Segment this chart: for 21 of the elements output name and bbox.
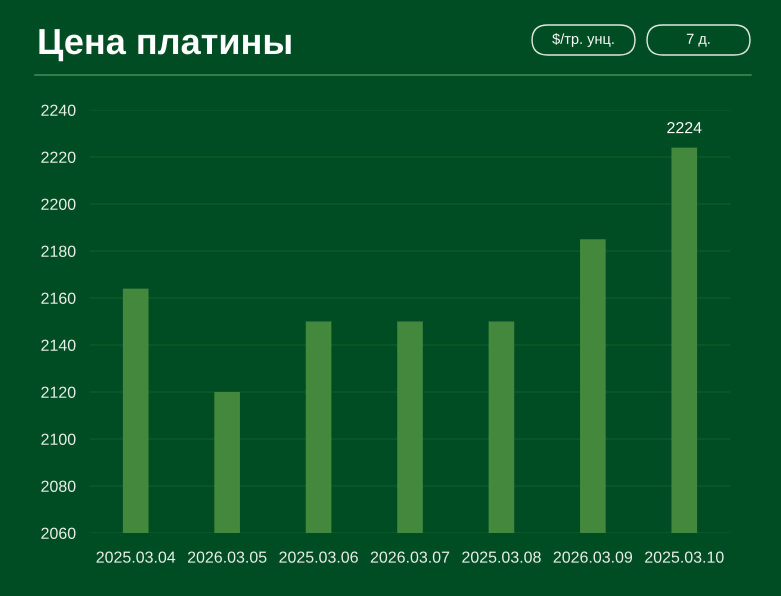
data-label: 2224 (667, 122, 702, 134)
text: $/тр. унц. (552, 33, 614, 47)
y-tick-label: 2180 (41, 246, 76, 257)
y-tick-label: 2060 (41, 528, 76, 539)
y-tick-label: 2080 (41, 480, 76, 492)
x-tick-label: 2025.03.10 (645, 551, 724, 563)
y-tick-label: 2160 (41, 292, 76, 304)
y-tick-label: 2120 (41, 386, 76, 398)
y-tick-label: 2200 (41, 198, 76, 210)
x-tick-label: 2026.03.09 (554, 551, 632, 563)
x-tick-label: 2025.03.08 (462, 551, 541, 563)
text: 7 д. (686, 34, 710, 47)
x-tick-label: 2025.03.06 (279, 551, 358, 563)
x-tick-label: 2025.03.04 (96, 551, 176, 563)
y-tick-label: 2220 (41, 152, 76, 163)
chart-title: Цена платины (39, 29, 291, 62)
x-tick-label: 2026.03.05 (188, 551, 266, 563)
y-tick-label: 2140 (41, 340, 76, 351)
y-tick-label: 2100 (41, 434, 76, 445)
y-tick-label: 2240 (41, 104, 76, 116)
x-tick-label: 2026.03.07 (370, 551, 450, 563)
